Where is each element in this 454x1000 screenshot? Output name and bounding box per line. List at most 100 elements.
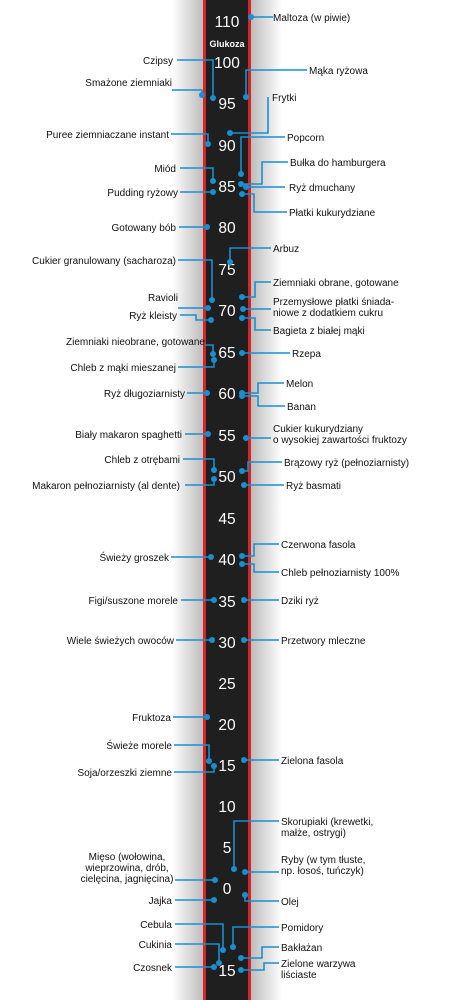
leader-line: [241, 962, 279, 971]
leader-dot: [211, 597, 217, 603]
leader-dot: [239, 468, 245, 474]
scale-number: 40: [218, 552, 236, 569]
leader-dot: [240, 306, 246, 312]
leader-dot: [242, 869, 248, 875]
leader-dot: [204, 714, 210, 720]
scale-number: 30: [218, 635, 236, 652]
food-label: Cukier granulowany (sacharoza): [32, 256, 176, 267]
leader-line: [242, 395, 285, 407]
leader-dot: [241, 637, 247, 643]
leader-line: [180, 167, 214, 181]
leader-dot: [208, 554, 214, 560]
food-label: Mąka ryżowa: [309, 66, 368, 77]
leader-dot: [238, 967, 244, 973]
food-label: Zielona fasola: [281, 756, 344, 767]
food-label: Smażone ziemniaki: [85, 78, 172, 89]
leader-dot: [238, 171, 244, 177]
food-label: Chleb z mąki mieszanej: [70, 363, 176, 374]
leader-dot: [239, 393, 245, 399]
leader-lines: [171, 14, 307, 973]
scale-number: 80: [218, 220, 236, 237]
food-label: Mięso (wołowina, wieprzowina, drób, cielęc…: [81, 852, 174, 885]
food-label: Bakłażan: [281, 943, 322, 954]
food-label: Czipsy: [143, 56, 173, 67]
leader-dot: [211, 964, 217, 970]
food-label: Ryż kleisty: [129, 311, 177, 322]
food-label: Ryż basmati: [286, 481, 341, 492]
leader-dot: [241, 482, 247, 488]
scale-number: 110: [215, 14, 240, 31]
scale-number: 45: [218, 511, 235, 528]
leader-dot: [210, 95, 216, 101]
food-label: Jajka: [149, 896, 173, 907]
food-label: Olej: [281, 897, 299, 908]
leader-dot: [239, 350, 245, 356]
leader-dot: [205, 305, 211, 311]
scale-number: 75: [218, 262, 235, 279]
scale-number: 55: [218, 428, 235, 445]
scale-number: 15: [218, 963, 235, 980]
leader-line: [242, 543, 279, 557]
food-label: Cukier kukurydziany o wysokiej zawartości…: [273, 424, 407, 446]
leader-dot: [243, 184, 249, 190]
leader-line: [230, 97, 269, 134]
leader-dot: [230, 944, 236, 950]
leader-dot: [243, 435, 249, 441]
leader-dot: [239, 294, 245, 300]
leader-dot: [209, 637, 215, 643]
food-label: Dziki ryż: [281, 596, 319, 607]
leader-dot: [211, 476, 217, 482]
leader-line: [177, 59, 214, 98]
food-label: Chleb pełnoziarnisty 100%: [281, 568, 400, 579]
leader-line: [178, 259, 213, 300]
food-label: Ryż dmuchany: [289, 183, 355, 194]
food-label: Frytki: [272, 93, 296, 104]
leader-dot: [238, 181, 244, 187]
food-label: Świeże morele: [106, 739, 172, 752]
leader-dot: [227, 130, 233, 136]
scale-number: 65: [218, 345, 235, 362]
food-label: Ryż długoziarnisty: [104, 389, 185, 400]
scale-number: 25: [218, 676, 235, 693]
leader-dot: [211, 897, 217, 903]
food-label: Wiele świeżych owoców: [67, 636, 175, 647]
scale-number: 90: [218, 138, 236, 155]
food-label: Makaron pełnoziarnisty (al dente): [32, 481, 180, 492]
food-label: Cukinia: [139, 940, 173, 951]
food-label: Cebula: [140, 920, 172, 931]
food-label: Rzepa: [292, 349, 321, 360]
leader-dot: [199, 92, 205, 98]
leader-line: [240, 136, 285, 174]
food-label: Popcorn: [287, 133, 324, 144]
leader-dot: [231, 866, 237, 872]
leader-dot: [243, 94, 249, 100]
food-label: Soja/orzeszki ziemne: [78, 768, 173, 779]
leader-line: [180, 314, 211, 321]
food-label: Świeży groszek: [100, 551, 170, 564]
food-label: Figi/suszone morele: [89, 596, 179, 607]
leader-dot: [208, 317, 214, 323]
scale-number: 10: [218, 799, 236, 816]
leader-line: [229, 247, 271, 262]
leader-dot: [211, 763, 217, 769]
leader-dot: [205, 141, 211, 147]
leader-dot: [211, 357, 217, 363]
leader-dot: [242, 892, 248, 898]
leader-line: [175, 943, 220, 963]
scale-number: 5: [223, 840, 232, 857]
food-label: Gotowany bób: [112, 223, 177, 234]
scale-number: 35: [218, 594, 235, 611]
food-label: Pudding ryżowy: [107, 188, 178, 199]
leader-dot: [210, 189, 216, 195]
leader-line: [175, 923, 224, 950]
scale-header: Glukoza: [209, 39, 245, 49]
food-label: Fruktoza: [132, 713, 171, 724]
leader-dot: [241, 597, 247, 603]
leader-dot: [220, 947, 226, 953]
leader-line: [242, 281, 271, 298]
scale-number: 20: [218, 717, 236, 734]
leader-dot: [212, 877, 218, 883]
scale-number: 100: [214, 55, 240, 72]
food-label: Bułka do hamburgera: [290, 158, 386, 169]
